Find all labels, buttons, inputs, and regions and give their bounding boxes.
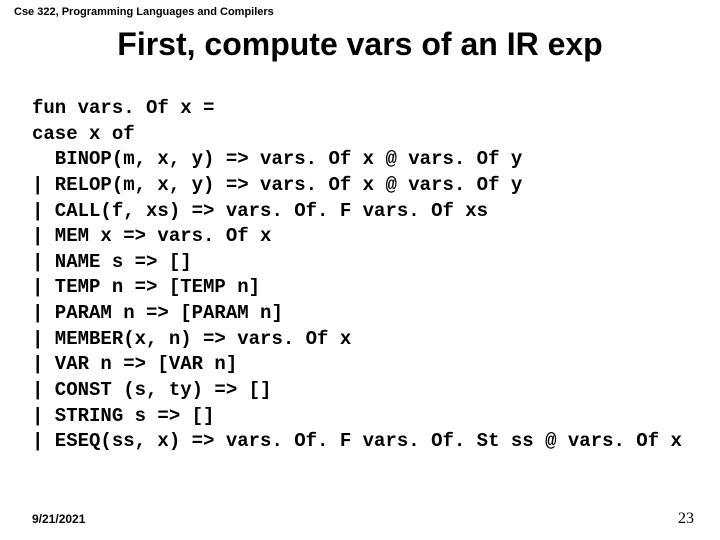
slide-title: First, compute vars of an IR exp: [0, 26, 720, 63]
code-block: fun vars. Of x = case x of BINOP(m, x, y…: [32, 96, 682, 455]
course-label: Cse 322, Programming Languages and Compi…: [14, 6, 274, 18]
page-number: 23: [678, 510, 694, 528]
slide: Cse 322, Programming Languages and Compi…: [0, 0, 720, 540]
date-label: 9/21/2021: [32, 512, 85, 526]
